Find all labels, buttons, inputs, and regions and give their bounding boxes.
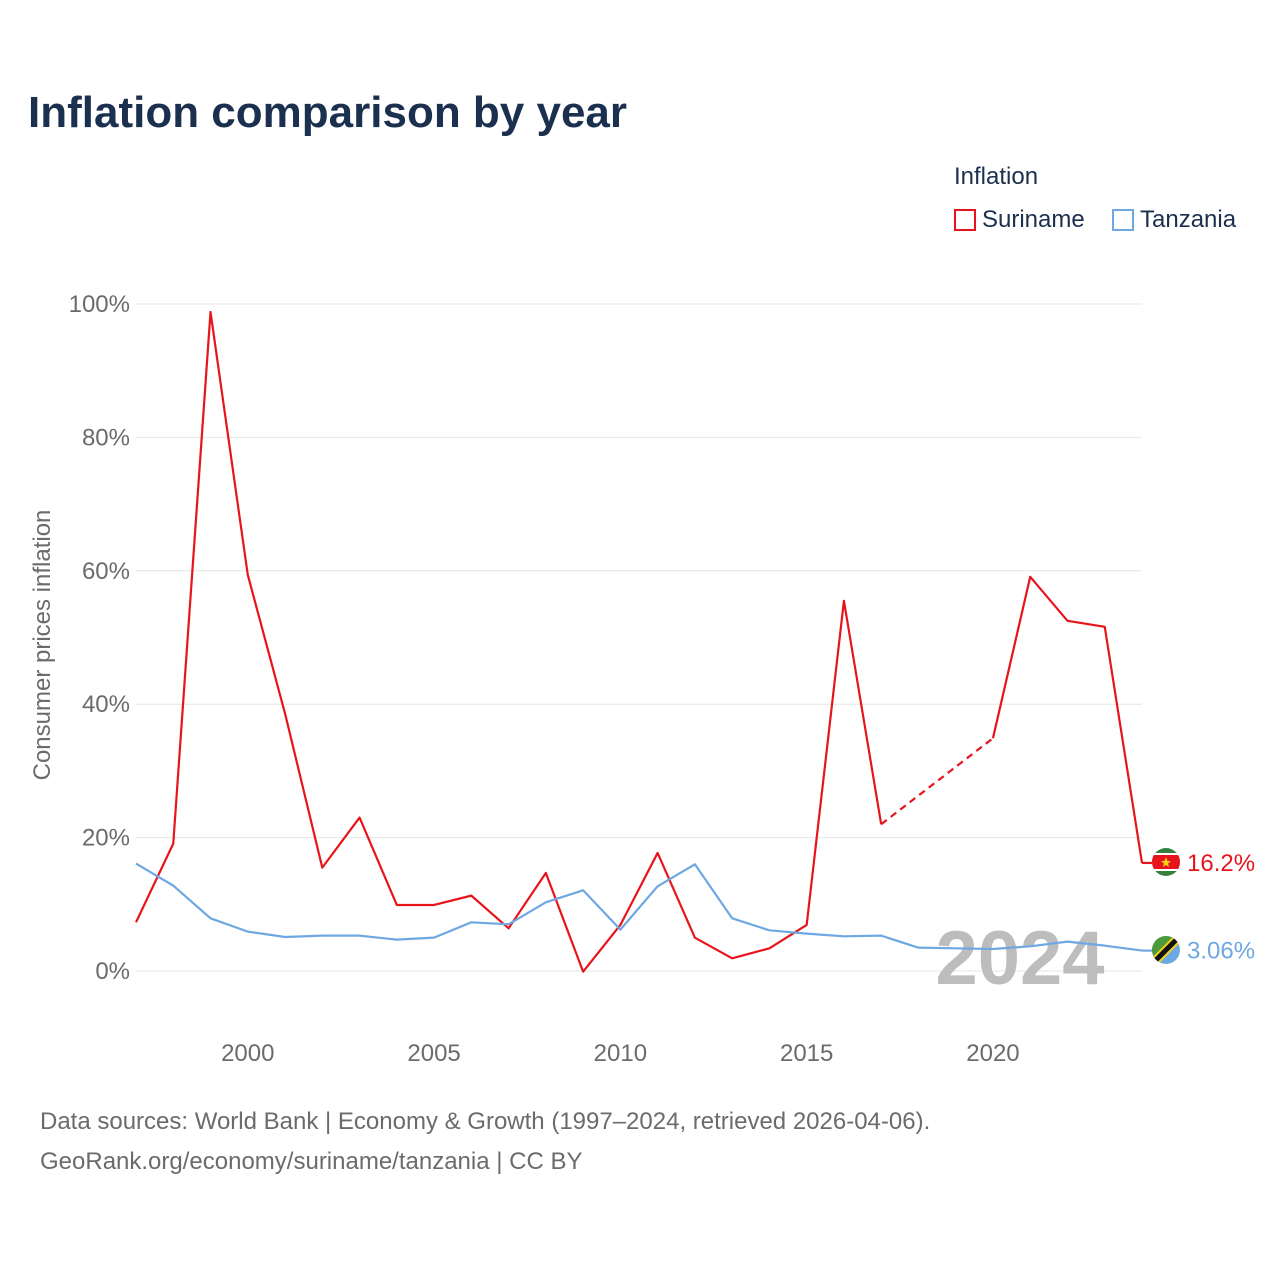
- y-axis-label: Consumer prices inflation: [29, 510, 56, 781]
- y-tick-label: 60%: [82, 558, 130, 585]
- y-tick-label: 80%: [82, 424, 130, 451]
- legend-swatch-suriname: [954, 209, 976, 231]
- series-layer: 16.2% 3.06%: [135, 310, 1255, 973]
- end-value-label-tanzania: 3.06%: [1187, 938, 1255, 965]
- grid-lines: [136, 303, 1142, 972]
- x-tick-label: 2005: [407, 1040, 460, 1067]
- x-axis-ticks: 2000 2005 2010 2015 2020: [221, 1040, 1020, 1067]
- series-tanzania: 3.06%: [135, 862, 1255, 965]
- y-axis-ticks: 0% 20% 40% 60% 80% 100%: [69, 291, 130, 985]
- legend-item-tanzania[interactable]: Tanzania: [1112, 205, 1236, 235]
- x-tick-label: 2000: [221, 1040, 274, 1067]
- y-tick-label: 0%: [95, 958, 130, 985]
- legend-swatch-tanzania: [1112, 209, 1134, 231]
- y-tick-label: 40%: [82, 691, 130, 718]
- y-tick-label: 20%: [82, 825, 130, 852]
- chart-title: Inflation comparison by year: [28, 88, 628, 137]
- suriname-flag-icon: [1152, 848, 1180, 876]
- tanzania-flag-icon: [1152, 936, 1180, 964]
- legend-title: Inflation: [954, 163, 1039, 190]
- x-tick-label: 2010: [594, 1040, 647, 1067]
- series-line-suriname: [135, 310, 883, 973]
- x-tick-label: 2015: [780, 1040, 833, 1067]
- x-tick-label: 2020: [966, 1040, 1019, 1067]
- footer-attribution: GeoRank.org/economy/suriname/tanzania | …: [40, 1148, 583, 1175]
- footer-sources: Data sources: World Bank | Economy & Gro…: [40, 1108, 931, 1135]
- end-value-label-suriname: 16.2%: [1187, 850, 1255, 877]
- y-tick-label: 100%: [69, 291, 130, 318]
- series-line-suriname: [991, 575, 1144, 864]
- legend-label-suriname: Suriname: [982, 206, 1085, 233]
- legend-label-tanzania: Tanzania: [1140, 206, 1237, 233]
- series-line-tanzania: [135, 862, 1143, 952]
- legend-item-suriname[interactable]: Suriname: [954, 205, 1085, 235]
- series-suriname: 16.2%: [135, 310, 1255, 973]
- year-watermark: 2024: [935, 916, 1104, 1001]
- series-gap-suriname: [880, 737, 994, 826]
- line-chart: 0%20%40%60%80%100% 2000 2005 2010 2015 2020 …: [29, 291, 1255, 1067]
